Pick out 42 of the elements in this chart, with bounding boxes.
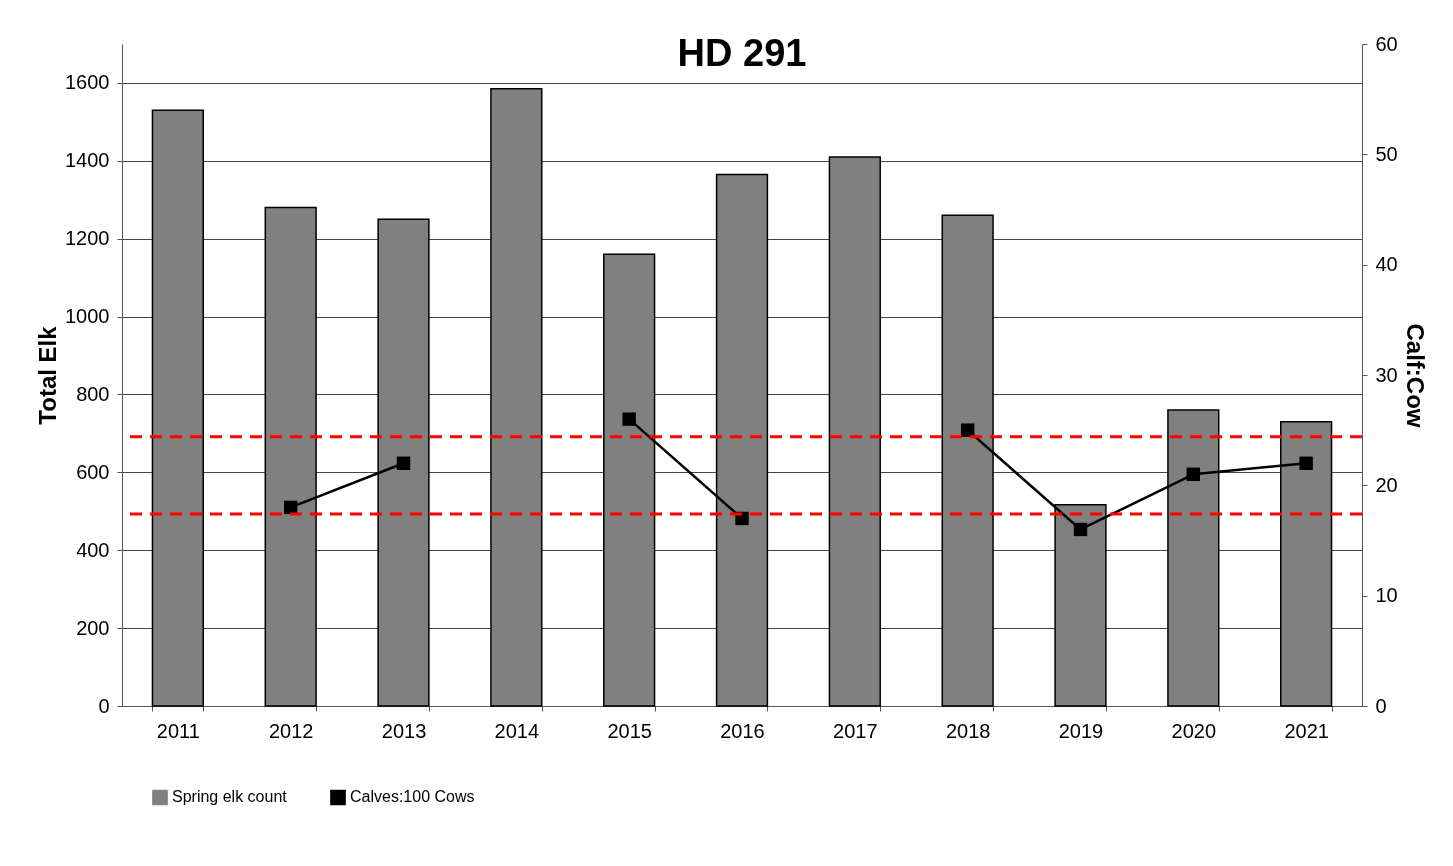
- bar: [151, 109, 204, 707]
- bar: [828, 156, 881, 707]
- point: [1299, 456, 1313, 470]
- y2-tick-label: 0: [1375, 694, 1387, 717]
- y-tick-label: 800: [76, 382, 110, 405]
- y2-axis-title: Calf:Cow: [1401, 323, 1429, 428]
- y-tick-label: 200: [76, 616, 110, 639]
- y2-tick-label: 30: [1375, 363, 1398, 386]
- x-tick-label: 2019: [1058, 719, 1104, 742]
- x-tick-label: 2020: [1171, 719, 1217, 742]
- x-tick-label: 2015: [607, 719, 652, 742]
- x-tick-label: 2016: [720, 719, 765, 742]
- x-tick-label: 2013: [381, 719, 427, 742]
- bar: [490, 88, 543, 707]
- legend-label: Calves:100 Cows: [350, 788, 475, 806]
- point: [960, 423, 975, 437]
- point: [622, 412, 636, 426]
- y2-tick-label: 40: [1375, 253, 1398, 276]
- x-tick-label: 2017: [833, 719, 878, 742]
- point: [283, 500, 298, 515]
- x-tick-label: 2021: [1284, 719, 1329, 742]
- chart-title: HD 291: [677, 32, 807, 74]
- point: [1073, 522, 1088, 537]
- y-tick-label: 600: [76, 460, 110, 483]
- point: [1186, 467, 1201, 482]
- y-tick-label: 1400: [65, 149, 110, 172]
- y2-tick-label: 20: [1375, 473, 1398, 496]
- x-tick-label: 2011: [156, 719, 200, 742]
- y-tick-label: 1600: [65, 71, 110, 94]
- x-tick-label: 2012: [268, 719, 314, 742]
- y2-tick-label: 60: [1375, 32, 1398, 55]
- y-tick-label: 1200: [65, 227, 110, 250]
- y-tick-label: 1000: [65, 305, 110, 328]
- y-tick-label: 0: [98, 694, 110, 717]
- y2-tick-label: 10: [1375, 584, 1398, 607]
- y2-tick-label: 50: [1375, 142, 1398, 165]
- point: [396, 456, 411, 470]
- x-tick-label: 2014: [494, 719, 540, 742]
- y-axis-title: Total Elk: [34, 325, 62, 425]
- x-tick-label: 2018: [945, 719, 991, 742]
- y-tick-label: 400: [76, 538, 110, 561]
- legend-label: Spring elk count: [172, 788, 288, 806]
